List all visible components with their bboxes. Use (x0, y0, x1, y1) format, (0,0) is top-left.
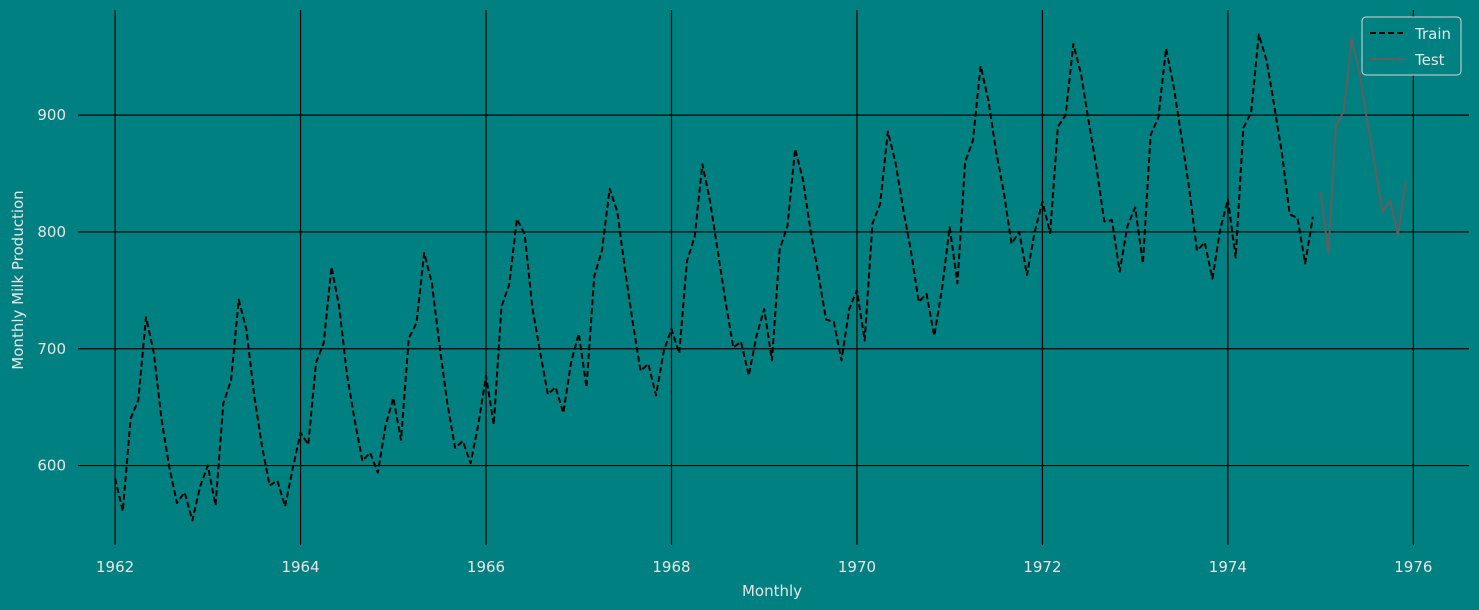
series-line-test (1319, 37, 1407, 254)
x-tick-label: 1966 (467, 558, 505, 576)
grid (78, 10, 1469, 545)
y-tick-label: 800 (37, 223, 66, 241)
x-tick-label: 1962 (96, 558, 134, 576)
legend: Train Test (1361, 16, 1462, 76)
tick-labels: 1962 1964 1966 1968 1970 1972 1974 1976 600 700 80… (37, 106, 1432, 576)
x-axis-label: Monthly (742, 582, 802, 600)
legend-frame (1361, 16, 1462, 76)
y-axis-label: Monthly Milk Production (9, 190, 27, 369)
series-line-train (114, 33, 1314, 522)
plot-area (114, 33, 1407, 522)
y-tick-label: 700 (37, 340, 66, 358)
x-tick-label: 1964 (281, 558, 319, 576)
legend-label-train: Train (1414, 25, 1451, 43)
x-tick-label: 1968 (652, 558, 690, 576)
x-tick-label: 1974 (1209, 558, 1247, 576)
x-tick-label: 1970 (838, 558, 876, 576)
y-tick-label: 600 (37, 457, 66, 475)
x-tick-label: 1972 (1023, 558, 1061, 576)
y-tick-label: 900 (37, 106, 66, 124)
x-tick-label: 1976 (1394, 558, 1432, 576)
legend-label-test: Test (1414, 51, 1445, 69)
